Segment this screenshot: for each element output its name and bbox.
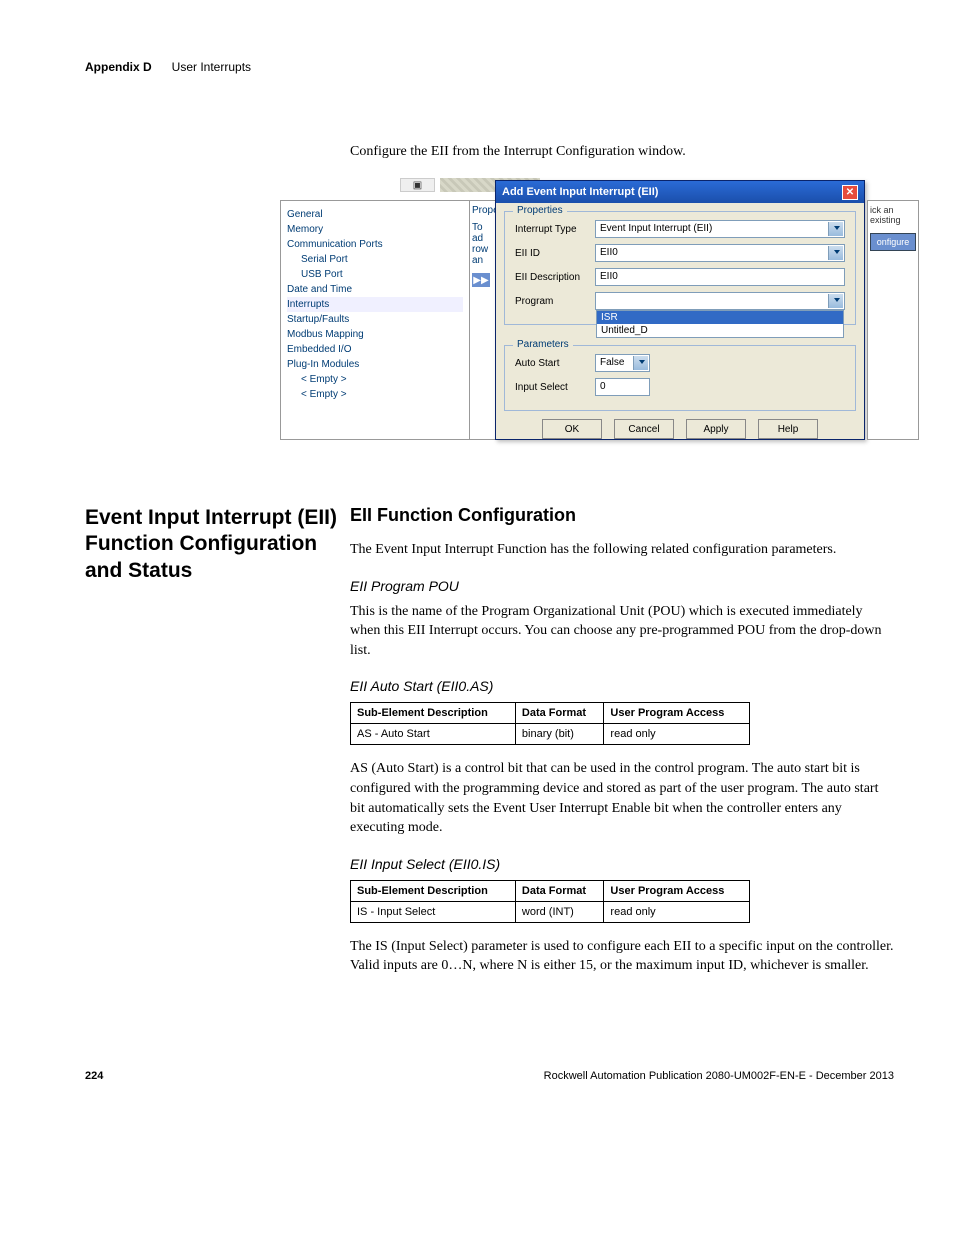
table-header: User Program Access xyxy=(604,703,750,724)
help-button[interactable]: Help xyxy=(758,419,818,439)
apply-button[interactable]: Apply xyxy=(686,419,746,439)
section-title: Event Input Interrupt (EII) Function Con… xyxy=(85,505,350,584)
expand-tab[interactable]: ▶▶ xyxy=(472,273,490,287)
auto-start-label: Auto Start xyxy=(515,358,595,369)
eii-desc-input[interactable]: EII0 xyxy=(595,268,845,286)
tree-panel: General Memory Communication Ports Seria… xyxy=(280,200,470,440)
titlebar-icon: ▣ xyxy=(400,178,435,192)
right-panel: ick an existing onfigure xyxy=(867,200,919,440)
eii-id-dropdown[interactable]: EII0 xyxy=(595,244,845,262)
table-cell: read only xyxy=(604,724,750,745)
page-number: 224 xyxy=(85,1070,103,1082)
tree-item[interactable]: USB Port xyxy=(301,267,463,282)
body-paragraph: This is the name of the Program Organiza… xyxy=(350,602,894,661)
dialog-titlebar: Add Event Input Interrupt (EII) ✕ xyxy=(496,181,864,203)
input-select-label: Input Select xyxy=(515,382,595,393)
table-header: Sub-Element Description xyxy=(351,703,516,724)
table-cell: IS - Input Select xyxy=(351,901,516,922)
eii-desc-label: EII Description xyxy=(515,272,595,283)
table-header: Sub-Element Description xyxy=(351,880,516,901)
tree-item[interactable]: Date and Time xyxy=(287,282,463,297)
auto-start-dropdown[interactable]: False xyxy=(595,354,650,372)
tree-item[interactable]: General xyxy=(287,207,463,222)
appendix-label: Appendix D xyxy=(85,60,152,74)
eii-id-label: EII ID xyxy=(515,248,595,259)
configure-button[interactable]: onfigure xyxy=(870,233,916,251)
interrupt-type-dropdown[interactable]: Event Input Interrupt (EII) xyxy=(595,220,845,238)
sub-heading: EII Program POU xyxy=(350,578,894,594)
tree-item[interactable]: Plug-In Modules xyxy=(287,357,463,372)
table-header: Data Format xyxy=(515,880,604,901)
program-label: Program xyxy=(515,296,595,307)
table-cell: binary (bit) xyxy=(515,724,604,745)
page-footer: 224 Rockwell Automation Publication 2080… xyxy=(85,1070,894,1082)
input-select-input[interactable]: 0 xyxy=(595,378,650,396)
body-paragraph: The Event Input Interrupt Function has t… xyxy=(350,540,894,560)
dialog-title-text: Add Event Input Interrupt (EII) xyxy=(502,186,658,198)
table-cell: read only xyxy=(604,901,750,922)
program-option[interactable]: Untitled_D xyxy=(597,324,843,337)
intro-paragraph: Configure the EII from the Interrupt Con… xyxy=(350,144,894,160)
close-icon[interactable]: ✕ xyxy=(842,185,858,200)
tree-item-interrupts[interactable]: Interrupts xyxy=(287,297,463,312)
nav-tree: General Memory Communication Ports Seria… xyxy=(281,201,469,408)
table-cell: word (INT) xyxy=(515,901,604,922)
tree-item[interactable]: Startup/Faults xyxy=(287,312,463,327)
right-panel-text: ick an existing xyxy=(868,201,918,229)
dialog-buttons: OK Cancel Apply Help xyxy=(496,419,864,439)
program-dropdown[interactable]: ISR Untitled_D xyxy=(595,292,845,310)
properties-fieldset: Properties Interrupt Type Event Input In… xyxy=(504,211,856,325)
publication-info: Rockwell Automation Publication 2080-UM0… xyxy=(544,1070,894,1082)
cancel-button[interactable]: Cancel xyxy=(614,419,674,439)
properties-legend: Properties xyxy=(513,205,567,216)
body-paragraph: The IS (Input Select) parameter is used … xyxy=(350,937,894,976)
config-screenshot: ▣ General Memory Communication Ports Ser… xyxy=(280,180,920,450)
tree-item[interactable]: Communication Ports xyxy=(287,237,463,252)
parameters-legend: Parameters xyxy=(513,339,573,350)
tree-item[interactable]: Memory xyxy=(287,222,463,237)
program-option[interactable]: ISR xyxy=(597,311,843,324)
input-select-table: Sub-Element Description Data Format User… xyxy=(350,880,750,923)
program-droplist: ISR Untitled_D xyxy=(596,310,844,338)
auto-start-table: Sub-Element Description Data Format User… xyxy=(350,702,750,745)
tree-item[interactable]: Serial Port xyxy=(301,252,463,267)
propcol-text: row an xyxy=(472,244,493,266)
tree-item[interactable]: Modbus Mapping xyxy=(287,327,463,342)
sub-heading: EII Input Select (EII0.IS) xyxy=(350,856,894,872)
ok-button[interactable]: OK xyxy=(542,419,602,439)
tree-item[interactable]: < Empty > xyxy=(301,387,463,402)
table-header: Data Format xyxy=(515,703,604,724)
add-eii-dialog: Add Event Input Interrupt (EII) ✕ Proper… xyxy=(495,180,865,440)
table-cell: AS - Auto Start xyxy=(351,724,516,745)
tree-item[interactable]: Embedded I/O xyxy=(287,342,463,357)
propcol-text: To ad xyxy=(472,222,493,244)
body-paragraph: AS (Auto Start) is a control bit that ca… xyxy=(350,759,894,837)
sub-heading: EII Auto Start (EII0.AS) xyxy=(350,678,894,694)
table-header: User Program Access xyxy=(604,880,750,901)
interrupt-type-label: Interrupt Type xyxy=(515,224,595,235)
subsection-title: EII Function Configuration xyxy=(350,505,894,526)
header-title: User Interrupts xyxy=(172,60,251,74)
properties-column: Properti To ad row an ▶▶ xyxy=(470,200,495,440)
propcol-title: Properti xyxy=(472,205,493,216)
page-header: Appendix D User Interrupts xyxy=(85,60,894,74)
tree-item[interactable]: < Empty > xyxy=(301,372,463,387)
parameters-fieldset: Parameters Auto Start False Input Select… xyxy=(504,345,856,411)
